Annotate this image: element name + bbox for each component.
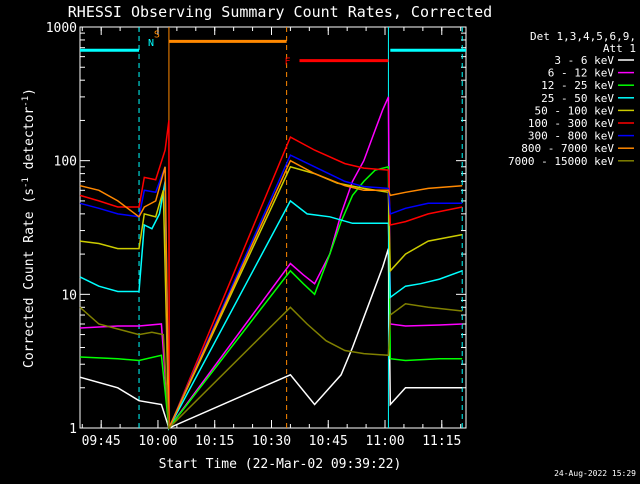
legend-entry-label: 7000 - 15000 keV — [508, 155, 614, 168]
y-tick-label: 1 — [69, 422, 77, 437]
legend-entry-label: 12 - 25 keV — [541, 79, 614, 92]
legend-entry-label: 25 - 50 keV — [541, 92, 614, 105]
series-line — [79, 303, 463, 430]
legend-entry-label: 6 - 12 keV — [548, 67, 615, 80]
series-line — [79, 248, 463, 430]
date-stamp: 24-Aug-2022 15:29 — [554, 469, 636, 478]
x-tick-label: 11:15 — [422, 434, 461, 449]
series-line — [79, 159, 463, 429]
x-tick-label: 10:45 — [309, 434, 348, 449]
chart-title: RHESSI Observing Summary Count Rates, Co… — [68, 3, 492, 21]
y-tick-label: 10 — [61, 288, 77, 303]
y-axis-label-part1: Corrected Count Rate (s — [22, 188, 37, 368]
x-tick-label: 10:30 — [252, 434, 291, 449]
plot-frame — [79, 26, 467, 429]
legend-entry-label: 50 - 100 keV — [535, 104, 615, 117]
series-line — [79, 165, 463, 430]
series-line — [79, 120, 463, 429]
state-bar-label: F — [284, 57, 290, 68]
y-axis-label: Corrected Count Rate (s-1 detector-1) — [21, 88, 37, 368]
legend-entry-label: 300 - 800 keV — [528, 130, 614, 143]
y-tick-label: 1000 — [46, 21, 77, 36]
y-tick-label: 100 — [54, 155, 77, 170]
y-axis-label-part3: ) — [22, 88, 37, 96]
y-axis-label-sup2: -1 — [21, 96, 31, 107]
x-tick-label: 10:00 — [138, 434, 177, 449]
x-axis-label: Start Time (22-Mar-02 09:39:22) — [159, 457, 402, 472]
x-tick-label: 11:00 — [365, 434, 404, 449]
legend-entry-label: 800 - 7000 keV — [521, 142, 614, 155]
y-axis-label-part2: detector — [22, 107, 37, 178]
state-bar-label: N — [148, 38, 154, 49]
series-line — [79, 96, 463, 431]
legend-header: Det 1,3,4,5,6,9, — [530, 30, 636, 43]
x-tick-label: 09:45 — [82, 434, 121, 449]
x-tick-label: 10:15 — [195, 434, 234, 449]
legend-entry-label: 100 - 300 keV — [528, 117, 614, 130]
legend-header: Att 1 — [603, 42, 636, 55]
y-axis-label-sup1: -1 — [21, 177, 31, 188]
state-bar-label: S — [154, 29, 160, 40]
plot-area: 1 10 100 1000 09:45 10:00 10:15 10:30 10:45 11:00… — [46, 21, 467, 449]
series-line — [79, 165, 463, 429]
series-line — [79, 154, 463, 429]
series-line — [79, 181, 463, 431]
legend-entry-label: 3 - 6 keV — [554, 54, 614, 67]
